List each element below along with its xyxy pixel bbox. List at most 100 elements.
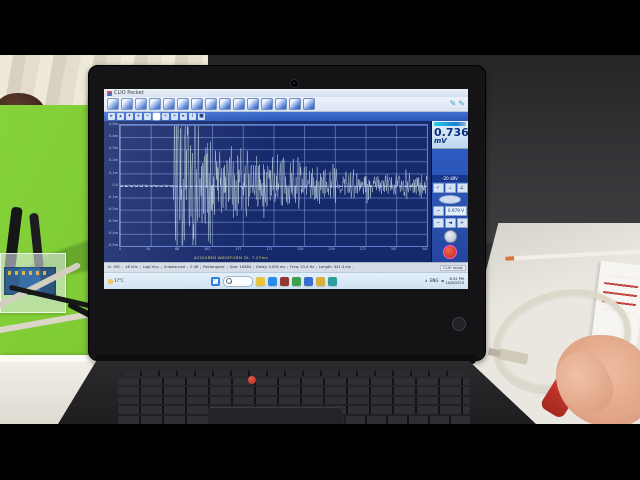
waveform-chart: 0.5m 0.4m 0.3m 0.2m 0.1m 0.0 -0.1m -0.2m -0.3m -0… — [104, 121, 432, 262]
layout-split-v-icon[interactable] — [261, 98, 273, 110]
y-tick-label: -0.2m — [107, 206, 118, 211]
select-region-icon[interactable] — [153, 113, 160, 120]
marker-down-icon[interactable]: ▾ — [126, 113, 133, 120]
check-button[interactable]: ✓ — [432, 183, 444, 193]
info-icon[interactable]: i — [189, 113, 196, 120]
x-tick-label: 0 — [119, 247, 122, 251]
webcam — [290, 79, 299, 88]
zoom-in-icon[interactable]: + — [135, 113, 142, 120]
marker-readout: ACQUIRED WAVEFORM Dt: 7.07ms — [194, 255, 268, 261]
x-tick-label: 341 — [421, 247, 428, 251]
search-box[interactable] — [223, 275, 254, 287]
status-segment: Size: 16384 — [228, 265, 255, 270]
step-fwd-icon[interactable]: » — [171, 113, 178, 120]
settings-check-icon[interactable] — [191, 98, 203, 110]
touchpad — [208, 407, 342, 424]
taskbar-edge-icon[interactable] — [268, 276, 278, 286]
taskbar-app-blue-icon[interactable] — [304, 276, 314, 286]
status-bar: In: MIC 48 kHz LogChirp Unbalanced 0 dB Recta… — [104, 262, 468, 272]
standby-button[interactable] — [443, 230, 457, 243]
ground-button[interactable]: ⊥ — [444, 183, 456, 193]
menu-icon[interactable] — [107, 98, 119, 110]
phase-button[interactable]: ∠ — [456, 183, 468, 193]
plot-area[interactable] — [119, 124, 428, 247]
tray-language[interactable]: ENG — [429, 278, 439, 283]
trackpoint — [248, 376, 256, 384]
level-minus-button[interactable]: − — [432, 206, 444, 216]
marker-up-icon[interactable]: ▴ — [117, 113, 124, 120]
windows-taskbar: 17°C ∧ ENG ◄ 8:52 PM — [104, 272, 468, 289]
taskbar-app-yellow-icon[interactable] — [316, 276, 326, 286]
x-tick-label: 102 — [204, 247, 211, 251]
voltage-row: − 0.979 V — [432, 206, 468, 216]
x-tick-label: 205 — [297, 247, 304, 251]
save-icon[interactable] — [135, 98, 147, 110]
status-segment: 48 kHz — [123, 265, 141, 270]
main-area: 0.5m 0.4m 0.3m 0.2m 0.1m 0.0 -0.1m -0.2m -0.3m -0… — [104, 121, 468, 262]
graph-toolbar: ▸ ▴ ▾ + − «» ▸ i ■ — [104, 112, 468, 121]
waveform-trace — [120, 125, 427, 246]
oval-button[interactable] — [439, 195, 461, 204]
zoom-out-icon[interactable]: − — [144, 113, 151, 120]
taskbar-folder-icon[interactable] — [256, 276, 266, 286]
y-tick-label: 0.2m — [109, 158, 118, 163]
y-tick-label: 0.5m — [109, 122, 118, 126]
export-icon[interactable] — [163, 98, 175, 110]
pencil-icon[interactable]: ✎ — [449, 99, 457, 108]
pencil-icon[interactable]: ✎ — [458, 99, 465, 108]
weather-temp: 17°C — [114, 278, 124, 283]
about-icon[interactable] — [303, 98, 315, 110]
output-voltage: 0.979 V — [444, 206, 468, 216]
letterbox-top — [0, 0, 640, 55]
step-back-icon[interactable]: « — [162, 113, 169, 120]
speaker-button[interactable]: ◄ — [444, 218, 456, 228]
layout-single-icon[interactable] — [233, 98, 245, 110]
x-tick-label: 171 — [266, 247, 273, 251]
overlay-plot-icon[interactable] — [275, 98, 287, 110]
x-tick-label: 137 — [235, 247, 242, 251]
print-icon[interactable] — [177, 98, 189, 110]
status-segment: Unbalanced — [162, 265, 189, 270]
y-axis-labels: 0.5m 0.4m 0.3m 0.2m 0.1m 0.0 -0.1m -0.2m -0.3m -0… — [104, 122, 119, 248]
system-tray[interactable]: ∧ ENG ◄ 8:52 PM 10/8/2023 — [425, 277, 464, 286]
laptop-screen: CLIO Pocket ✎ ✎ ▸ ▴ ▾ + − «» ▸ i ■ — [104, 89, 468, 289]
x-tick-label: 307 — [390, 247, 397, 251]
window-titlebar: CLIO Pocket — [104, 89, 468, 97]
tray-date: 10/8/2023 — [445, 281, 464, 285]
layout-split-h-icon[interactable] — [247, 98, 259, 110]
stop-icon[interactable]: ■ — [198, 113, 205, 120]
stop-record-button[interactable] — [443, 245, 457, 259]
start-button[interactable] — [211, 276, 221, 286]
tray-clock[interactable]: 8:52 PM 10/8/2023 — [446, 277, 464, 286]
tray-caret-icon[interactable]: ∧ — [424, 278, 428, 283]
taskbar-app-green-icon[interactable] — [292, 276, 302, 286]
weather-icon — [108, 278, 113, 284]
main-toolbar: ✎ ✎ — [104, 97, 468, 112]
minus-button[interactable]: − — [432, 218, 444, 228]
weather-widget[interactable]: 17°C — [108, 278, 124, 284]
freq-plot-icon[interactable] — [219, 98, 231, 110]
save-as-icon[interactable] — [149, 98, 161, 110]
tray-time: 8:52 PM — [449, 276, 464, 281]
tray-speaker-icon[interactable]: ◄ — [440, 278, 444, 283]
keyboard-row — [118, 387, 470, 395]
zero-baseline — [120, 185, 427, 187]
taskbar-icons — [211, 275, 338, 287]
taskbar-app-red-icon[interactable] — [280, 276, 290, 286]
letterbox-bottom — [0, 424, 640, 480]
plus-button[interactable]: + — [456, 218, 468, 228]
palette-icon[interactable] — [289, 98, 301, 110]
y-tick-label: -0.5m — [107, 243, 118, 248]
taskbar-app-teal-icon[interactable] — [328, 276, 338, 286]
time-plot-icon[interactable] — [205, 98, 217, 110]
play-icon[interactable]: ▸ — [180, 113, 187, 120]
window-title: CLIO Pocket — [114, 89, 144, 96]
keyboard-row — [118, 377, 470, 386]
y-tick-label: -0.4m — [107, 231, 118, 236]
cursor-icon[interactable]: ▸ — [108, 113, 115, 120]
open-icon[interactable] — [121, 98, 133, 110]
status-segment: Delay: 0.000 ms — [254, 265, 289, 270]
x-tick-label: 239 — [328, 247, 335, 251]
y-tick-label: 0.0 — [112, 182, 118, 187]
